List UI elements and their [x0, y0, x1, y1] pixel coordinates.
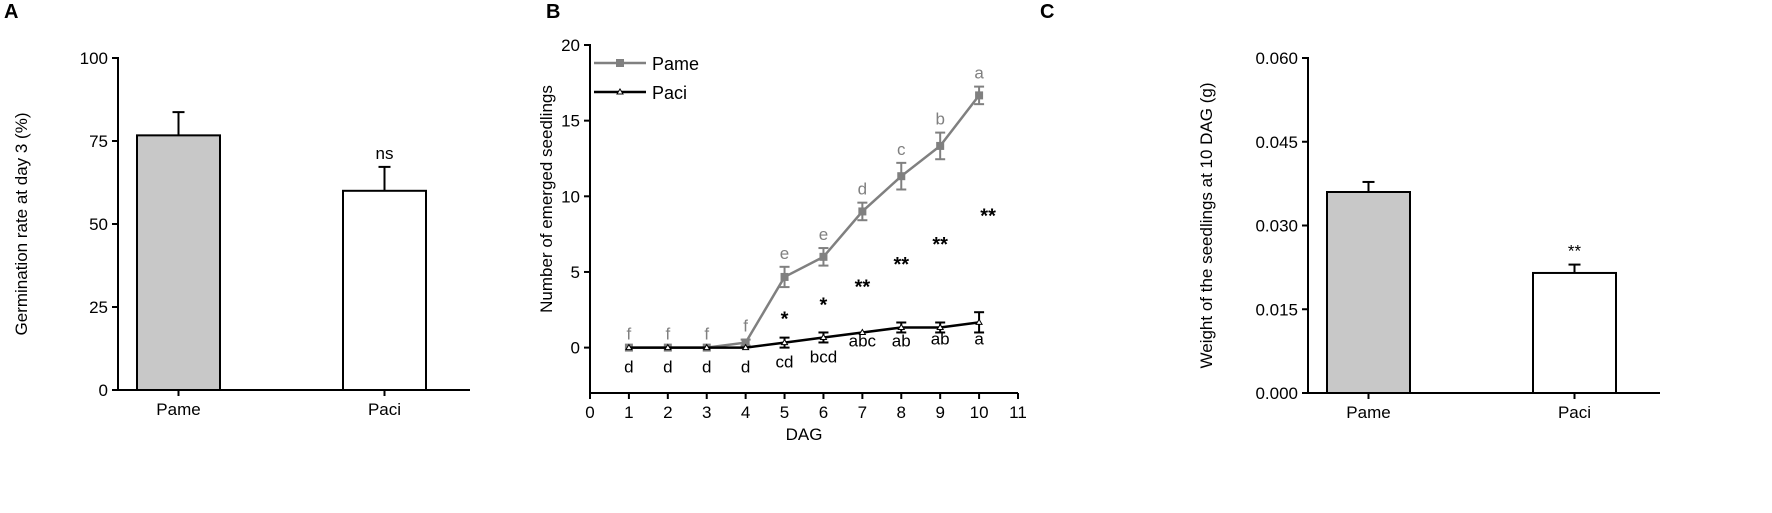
significance-label: ** — [855, 277, 871, 299]
data-point — [975, 318, 983, 325]
y-tick-label: 0.015 — [1255, 300, 1298, 319]
letter-label: f — [627, 325, 632, 344]
data-point — [897, 172, 906, 181]
panel-label: B — [546, 1, 560, 23]
y-axis-label: Germination rate at day 3 (%) — [12, 113, 31, 336]
letter-label: abc — [849, 331, 877, 350]
letter-label: a — [974, 64, 984, 83]
x-tick-label: 0 — [585, 403, 594, 422]
x-tick-label: Pame — [156, 400, 200, 419]
y-tick-label: 0.000 — [1255, 384, 1298, 403]
x-tick-label: 10 — [970, 403, 989, 422]
panel-label: C — [1040, 1, 1054, 23]
letter-label: ab — [931, 329, 950, 348]
y-tick-label: 10 — [561, 187, 580, 206]
data-point — [741, 343, 750, 351]
y-tick-label: 0.030 — [1255, 217, 1298, 236]
x-tick-label: Paci — [368, 400, 401, 419]
letter-label: a — [974, 329, 984, 348]
x-tick-label: 2 — [663, 403, 672, 422]
y-tick-label: 5 — [571, 263, 580, 282]
x-tick-label: 1 — [624, 403, 633, 422]
letter-label: f — [743, 317, 748, 336]
data-point — [819, 252, 828, 261]
data-point — [780, 272, 789, 281]
significance-label: ** — [932, 234, 948, 256]
x-tick-label: Pame — [1346, 403, 1390, 422]
letter-label: d — [741, 358, 750, 377]
data-point — [897, 323, 906, 330]
x-tick-label: 9 — [935, 403, 944, 422]
y-tick-label: 0.060 — [1255, 49, 1298, 68]
letter-label: b — [935, 110, 944, 129]
x-tick-label: 8 — [897, 403, 906, 422]
series-line-pame — [628, 94, 981, 349]
significance-label: ns — [376, 144, 394, 163]
y-tick-label: 0 — [571, 339, 580, 358]
bar-pame — [1326, 191, 1411, 394]
legend-marker — [616, 88, 624, 95]
data-point — [975, 91, 984, 100]
y-tick-label: 20 — [561, 36, 580, 55]
x-tick-label: 5 — [780, 403, 789, 422]
data-point — [936, 323, 945, 330]
letter-label: bcd — [810, 347, 837, 366]
significance-label: ** — [980, 205, 996, 227]
y-axis-label: Weight of the seedlings at 10 DAG (g) — [1197, 82, 1216, 368]
panel-label: A — [4, 1, 18, 23]
bar-paci — [342, 189, 427, 391]
x-tick-label: Paci — [1558, 403, 1591, 422]
letter-label: d — [624, 358, 633, 377]
letter-label: d — [702, 358, 711, 377]
bar-paci — [1532, 271, 1617, 395]
y-tick-label: 0 — [99, 381, 108, 400]
data-point — [663, 343, 672, 351]
x-tick-label: 7 — [858, 403, 867, 422]
letter-label: f — [704, 325, 709, 344]
bar-pame — [136, 134, 221, 391]
letter-label: e — [819, 225, 828, 244]
x-tick-label: 11 — [1009, 403, 1027, 422]
legend-marker — [616, 59, 624, 67]
letter-label: cd — [776, 353, 794, 372]
x-tick-label: 4 — [741, 403, 750, 422]
x-axis-label: DAG — [786, 425, 823, 444]
data-point — [702, 343, 711, 351]
letter-label: c — [897, 140, 906, 159]
y-tick-label: 100 — [80, 49, 108, 68]
series-line-paci — [628, 321, 980, 349]
y-tick-label: 0.045 — [1255, 133, 1298, 152]
data-point — [780, 338, 789, 346]
data-point — [819, 333, 828, 340]
data-point — [858, 328, 867, 335]
x-tick-label: 6 — [819, 403, 828, 422]
y-tick-label: 50 — [89, 215, 108, 234]
letter-label: ab — [892, 331, 911, 350]
y-tick-label: 25 — [89, 298, 108, 317]
y-axis-label: Number of emerged seedlings — [537, 85, 556, 313]
letter-label: d — [858, 180, 867, 199]
y-tick-label: 75 — [89, 132, 108, 151]
legend-label: Pame — [652, 54, 699, 74]
legend-label: Paci — [652, 83, 687, 103]
data-point — [858, 207, 867, 216]
data-point — [936, 141, 945, 150]
letter-label: d — [663, 358, 672, 377]
data-point — [625, 343, 633, 351]
significance-label: ** — [1568, 242, 1582, 261]
y-tick-label: 15 — [561, 112, 580, 131]
letter-label: e — [780, 244, 789, 263]
significance-label: ** — [893, 254, 909, 276]
x-tick-label: 3 — [702, 403, 711, 422]
letter-label: f — [665, 325, 670, 344]
significance-label: * — [781, 308, 789, 330]
significance-label: * — [820, 295, 828, 317]
data-point — [741, 338, 750, 347]
